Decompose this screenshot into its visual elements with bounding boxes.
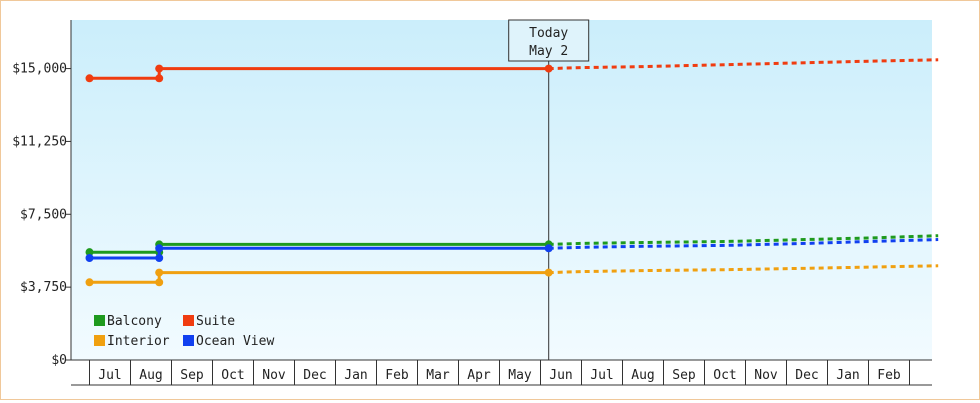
today-label-box — [508, 19, 590, 62]
y-tick-label: $11,250 — [12, 134, 67, 149]
forecast-line — [548, 264, 939, 275]
x-tick-label: Aug — [139, 368, 162, 383]
today-date: May 2 — [529, 44, 568, 59]
data-point — [155, 268, 164, 277]
x-tick-label: Dec — [795, 368, 818, 383]
x-tick-label: Jul — [590, 368, 613, 383]
forecast-line — [548, 238, 939, 250]
series-ocean-view — [85, 238, 939, 262]
data-point — [155, 74, 164, 83]
legend-swatch — [183, 335, 194, 346]
series-suite — [85, 58, 939, 83]
today-marker: Today May 2 — [508, 19, 590, 360]
legend-item: Ocean View — [183, 334, 274, 349]
x-tick-label: Sep — [672, 368, 696, 383]
legend-label: Balcony — [107, 314, 162, 329]
data-point — [155, 254, 164, 262]
data-point — [85, 278, 94, 287]
x-tick-label: Nov — [262, 368, 286, 383]
forecast-line — [548, 58, 939, 71]
data-point — [155, 278, 164, 287]
x-tick-label: Aug — [631, 368, 654, 383]
x-tick-label: Dec — [303, 368, 326, 383]
plot-background — [71, 20, 932, 360]
y-tick-label: $7,500 — [20, 207, 67, 222]
legend-swatch — [94, 315, 105, 326]
y-tick-label: $0 — [51, 353, 67, 368]
history-line — [89, 271, 549, 284]
legend-item: Interior — [94, 334, 170, 349]
data-point — [155, 244, 164, 253]
data-point — [544, 244, 553, 253]
legend-label: Ocean View — [196, 334, 274, 349]
y-tick-label: $3,750 — [20, 280, 67, 295]
legend-swatch — [94, 335, 105, 346]
forecast-line — [548, 234, 939, 246]
x-tick-label: May — [508, 368, 532, 383]
data-point — [85, 254, 94, 262]
legend-item: Suite — [183, 314, 235, 329]
today-label: Today — [529, 26, 568, 41]
data-point — [155, 64, 164, 73]
y-tick-label: $15,000 — [12, 62, 67, 77]
x-tick-label: Feb — [877, 368, 901, 383]
x-tick-label: Jul — [98, 368, 121, 383]
x-tick-label: Jan — [344, 368, 367, 383]
data-point — [544, 268, 553, 277]
x-tick-label: Oct — [713, 368, 736, 383]
x-tick-label: Jun — [549, 368, 572, 383]
x-tick-label: Jan — [836, 368, 859, 383]
y-axis: $0 $3,750 $7,500 $11,250 $15,000 — [12, 20, 72, 368]
data-point — [85, 248, 94, 257]
data-point — [85, 74, 94, 83]
history-line — [89, 67, 549, 80]
x-tick-label: Mar — [426, 368, 450, 383]
legend-swatch — [183, 315, 194, 326]
series-interior — [85, 264, 939, 287]
legend-label: Interior — [107, 334, 170, 349]
legend: Balcony Suite Interior Ocean View — [94, 314, 274, 349]
x-tick-label: Oct — [221, 368, 244, 383]
legend-item: Balcony — [94, 314, 162, 329]
history-line — [89, 246, 549, 260]
legend-label: Suite — [196, 314, 235, 329]
x-tick-label: Feb — [385, 368, 409, 383]
x-tick-label: Nov — [754, 368, 778, 383]
x-axis: Jul Aug Sep Oct Nov Dec Jan Feb Mar Apr May Jun Jul A… — [71, 359, 932, 386]
data-point — [544, 64, 553, 73]
x-tick-label: Sep — [180, 368, 204, 383]
x-tick-label: Apr — [467, 368, 491, 383]
series-group — [85, 58, 939, 287]
